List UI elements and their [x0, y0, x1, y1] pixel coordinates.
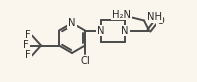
- Text: O: O: [157, 15, 165, 26]
- Text: F: F: [25, 51, 31, 61]
- Text: F: F: [25, 31, 31, 41]
- Text: F: F: [23, 41, 29, 51]
- Text: NH: NH: [147, 12, 162, 22]
- Text: N: N: [68, 18, 76, 28]
- Text: N: N: [121, 26, 129, 36]
- Text: H₂N: H₂N: [112, 10, 131, 20]
- Text: Cl: Cl: [80, 56, 90, 66]
- Text: N: N: [97, 26, 105, 36]
